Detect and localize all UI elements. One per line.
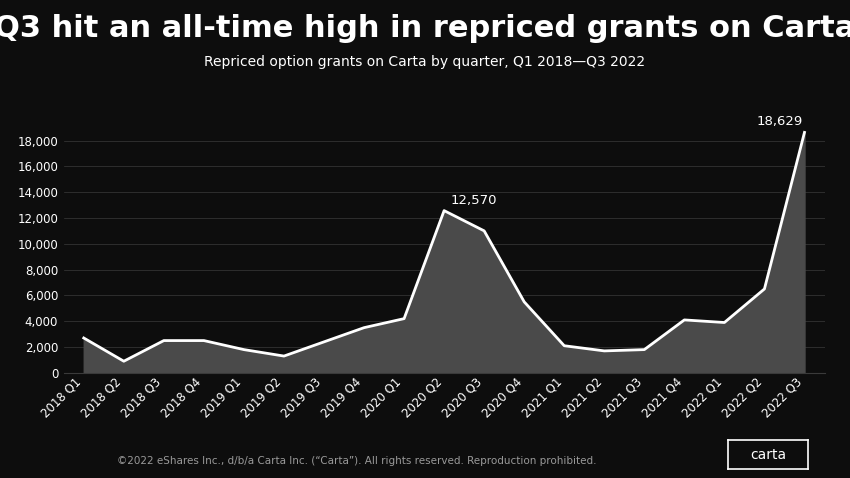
Text: 12,570: 12,570	[450, 194, 496, 207]
Text: Q3 hit an all-time high in repriced grants on Carta: Q3 hit an all-time high in repriced gran…	[0, 14, 850, 43]
Text: Repriced option grants on Carta by quarter, Q1 2018—Q3 2022: Repriced option grants on Carta by quart…	[205, 55, 645, 69]
Text: carta: carta	[750, 447, 786, 462]
Text: ©2022 eShares Inc., d/b/a Carta Inc. (“Carta”). All rights reserved. Reproductio: ©2022 eShares Inc., d/b/a Carta Inc. (“C…	[117, 456, 597, 466]
Text: 18,629: 18,629	[756, 115, 802, 128]
